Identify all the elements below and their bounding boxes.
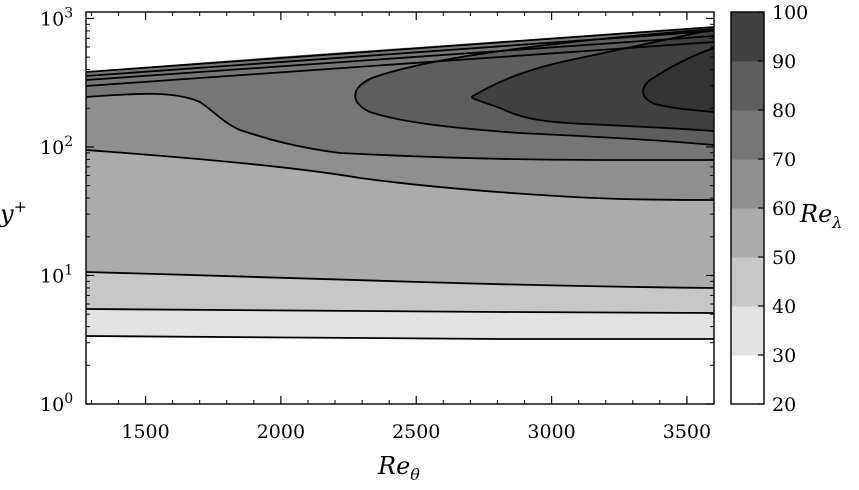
colorbar-band-60 xyxy=(731,159,764,209)
colorbar-band-70 xyxy=(731,110,764,160)
y-axis: 100 101 102 103 xyxy=(40,5,714,416)
region-90-100 xyxy=(471,29,714,131)
contour-line-outer-4 xyxy=(86,41,714,87)
contour-line-50 xyxy=(86,271,714,289)
x-tick-label: 3000 xyxy=(527,421,575,443)
colorbar-band-20 xyxy=(731,355,764,405)
x-axis-label: Reθ xyxy=(377,452,420,484)
x-tick-label: 2000 xyxy=(257,421,305,443)
colorbar-tick-label: 60 xyxy=(772,198,796,220)
contour-line-100 xyxy=(642,47,714,113)
colorbar-band-30 xyxy=(731,306,764,356)
contour-line-outer-2 xyxy=(86,30,714,77)
y-tick-label: 102 xyxy=(40,134,73,159)
colorbar-tick-label: 50 xyxy=(772,247,796,269)
x-axis: 1500 2000 2500 3000 3500 xyxy=(90,12,715,443)
colorbar-tick-label: 20 xyxy=(772,394,796,416)
colorbar-band-90 xyxy=(731,12,764,62)
contour-lines xyxy=(86,26,714,340)
colorbar-band-50 xyxy=(731,208,764,258)
colorbar-frame xyxy=(730,11,765,405)
contour-fill-regions xyxy=(86,12,714,404)
x-tick-label: 2500 xyxy=(392,421,440,443)
colorbar: 20 30 40 50 60 70 80 90 100 xyxy=(731,2,808,416)
y-axis-label-superscript: + xyxy=(14,197,27,216)
colorbar-tick-label: 40 xyxy=(772,296,796,318)
contour-line-40 xyxy=(86,308,714,314)
contour-line-60 xyxy=(86,149,714,201)
y-tick-label: 101 xyxy=(40,262,73,287)
x-tick-label: 1500 xyxy=(121,421,169,443)
contour-line-90 xyxy=(471,28,714,132)
y-tick-label: 103 xyxy=(40,5,73,30)
colorbar-title: Reλ xyxy=(799,200,842,232)
colorbar-tick-label: 80 xyxy=(772,100,796,122)
x-tick-label: 3500 xyxy=(663,421,711,443)
colorbar-tick-label: 100 xyxy=(772,2,808,24)
contour-line-70 xyxy=(86,92,714,161)
y-axis-label: y+ xyxy=(0,197,27,228)
colorbar-band-80 xyxy=(731,61,764,111)
region-blank-top xyxy=(86,12,714,72)
colorbar-tick-label: 30 xyxy=(772,345,796,367)
colorbar-tick-label: 90 xyxy=(772,51,796,73)
plot-frame xyxy=(85,11,715,405)
colorbar-band-40 xyxy=(731,257,764,307)
colorbar-title-subscript: λ xyxy=(831,213,842,232)
region-above-100 xyxy=(643,48,714,112)
x-axis-label-subscript: θ xyxy=(410,465,420,484)
contour-line-30 xyxy=(86,335,714,340)
y-tick-label: 100 xyxy=(40,391,73,416)
colorbar-tick-label: 70 xyxy=(772,149,796,171)
contour-line-outer-3 xyxy=(86,35,714,81)
contour-line-outer-1 xyxy=(86,26,714,73)
